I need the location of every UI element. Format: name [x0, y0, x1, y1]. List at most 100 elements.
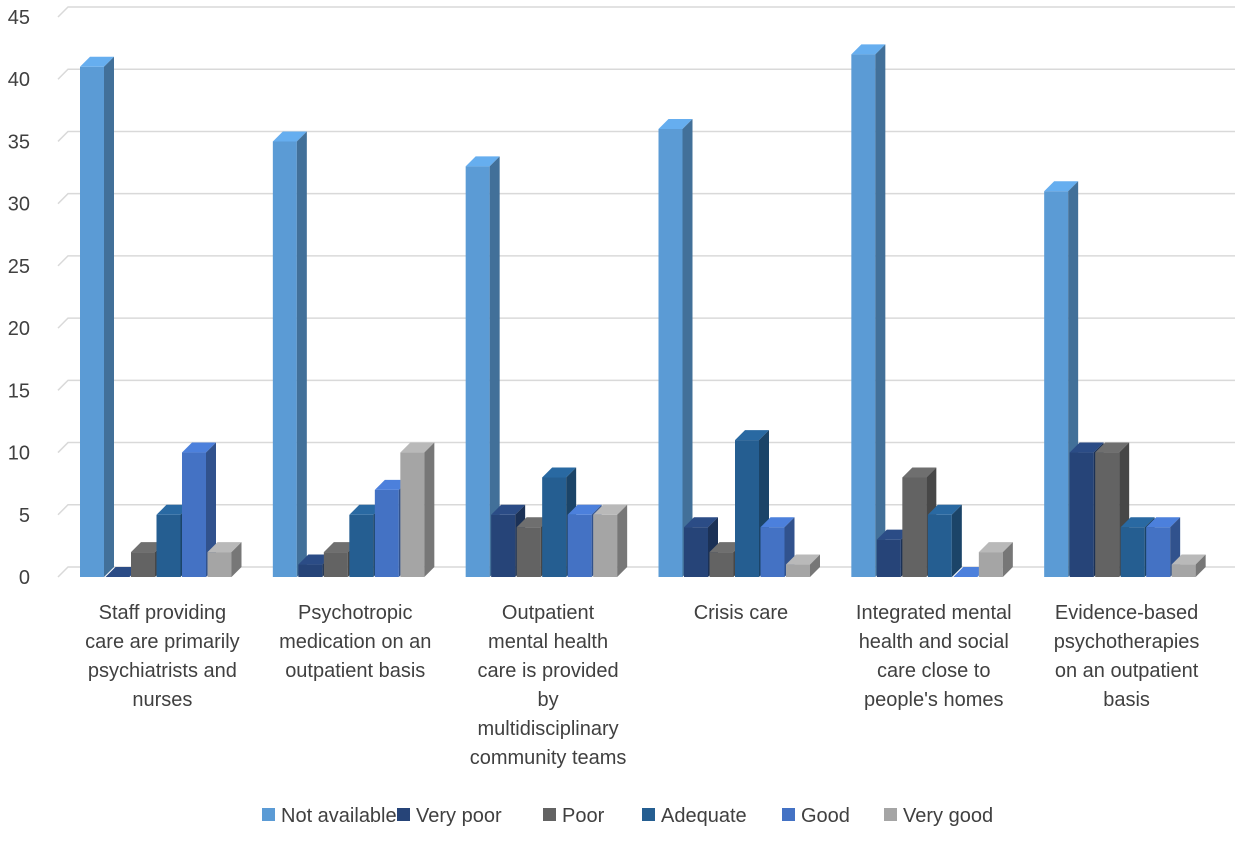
legend-swatch — [397, 808, 410, 821]
category-label-line: psychiatrists and — [88, 660, 237, 682]
bar-layer — [80, 44, 1206, 578]
bar — [1171, 554, 1206, 577]
category-label-line: care close to — [877, 660, 990, 682]
category-label-line: by — [538, 689, 559, 711]
category-label-line: Outpatient — [502, 602, 595, 624]
category-label: Integrated mental health and social care c… — [856, 602, 1012, 711]
bar-front — [156, 514, 181, 577]
bar-top — [786, 554, 820, 565]
category-label-line: medication on an — [279, 631, 431, 653]
bar — [1146, 517, 1181, 577]
bar — [465, 156, 500, 578]
bar — [182, 442, 216, 577]
legend-swatch — [884, 808, 897, 821]
legend-swatch — [262, 808, 275, 821]
bar-top — [400, 442, 435, 453]
bar-front — [1171, 564, 1196, 577]
legend-item: Very poor — [397, 805, 502, 827]
bar — [400, 442, 435, 577]
legend-swatch — [782, 808, 795, 821]
legend-item: Poor — [543, 805, 605, 827]
category-label: Outpatient mental health care is provided b… — [470, 602, 627, 769]
category-label: Staff providing care are primarily psychia… — [85, 602, 239, 711]
legend-swatch — [543, 808, 556, 821]
gridline — [57, 68, 1235, 80]
bar-top — [978, 542, 1013, 553]
bar-front — [491, 514, 516, 577]
bar-side — [951, 504, 962, 577]
bar-front — [349, 514, 374, 577]
bar-top — [567, 504, 602, 515]
category-label-line: Crisis care — [694, 602, 788, 624]
bar-front — [272, 141, 297, 577]
bar — [851, 44, 886, 578]
bar-front — [786, 564, 810, 577]
bar-front — [323, 552, 348, 577]
bar — [978, 542, 1013, 577]
bar-top — [684, 517, 718, 528]
category-label-line: care is provided — [477, 660, 618, 682]
bar-top — [851, 44, 886, 55]
bar-front — [927, 514, 952, 577]
bar — [80, 56, 114, 578]
bar-front — [374, 489, 399, 577]
category-label-line: outpatient basis — [285, 660, 425, 682]
legend-item: Not available — [262, 805, 397, 827]
category-label-line: basis — [1103, 689, 1150, 711]
y-tick-label: 0 — [19, 567, 30, 589]
bar-front — [207, 552, 232, 577]
bar-front — [1069, 452, 1094, 577]
bar-side — [231, 542, 242, 577]
bar — [658, 119, 693, 577]
category-label-line: Integrated mental — [856, 602, 1012, 624]
bar-front — [593, 514, 618, 577]
category-label-line: on an outpatient — [1055, 660, 1199, 682]
category-label-line: nurses — [132, 689, 192, 711]
legend-label: Good — [801, 805, 850, 827]
bar-side — [424, 442, 435, 577]
gridline — [57, 566, 1235, 578]
bar-front — [1095, 452, 1120, 577]
category-label-line: health and social — [859, 631, 1009, 653]
bar-front — [851, 54, 876, 578]
bar-front — [1044, 191, 1069, 577]
legend-item: Good — [782, 805, 850, 827]
bar — [593, 504, 628, 577]
legend-label: Not available — [281, 805, 397, 827]
bar-top — [80, 56, 114, 67]
bar-front — [902, 477, 927, 577]
bar-top — [735, 430, 769, 441]
category-label-line: Evidence-based — [1055, 602, 1198, 624]
legend: Not available Very poor Poor Adequate Good Ve… — [262, 805, 993, 827]
legend-label: Very poor — [416, 805, 502, 827]
y-axis-ticks: 0 5 10 15 20 25 30 35 40 45 — [8, 7, 30, 589]
y-tick-label: 30 — [8, 194, 30, 216]
bar-top — [1120, 517, 1155, 528]
bar-front — [131, 552, 155, 577]
bar-front — [465, 166, 490, 578]
bar-side — [1195, 554, 1206, 577]
category-label-line: people's homes — [864, 689, 1003, 711]
bar-front — [658, 129, 683, 577]
legend-label: Very good — [903, 805, 993, 827]
bar-front — [400, 452, 425, 577]
legend-label: Adequate — [661, 805, 747, 827]
bar-side — [875, 44, 886, 578]
gridline — [57, 441, 1235, 454]
legend-label: Poor — [562, 805, 605, 827]
x-axis-categories: Staff providing care are primarily psychia… — [85, 602, 1199, 769]
legend-swatch — [642, 808, 655, 821]
category-label-line: multidisciplinary — [478, 718, 619, 740]
bar-front — [1146, 527, 1171, 577]
bar-front — [684, 527, 708, 577]
bar-front — [542, 477, 567, 577]
bar-top — [902, 467, 937, 478]
bar-side — [1002, 542, 1013, 577]
bar-front — [80, 66, 104, 578]
bar — [927, 504, 962, 577]
bar-top — [927, 504, 962, 515]
gridline — [57, 504, 1235, 516]
bar-top — [1146, 517, 1181, 528]
